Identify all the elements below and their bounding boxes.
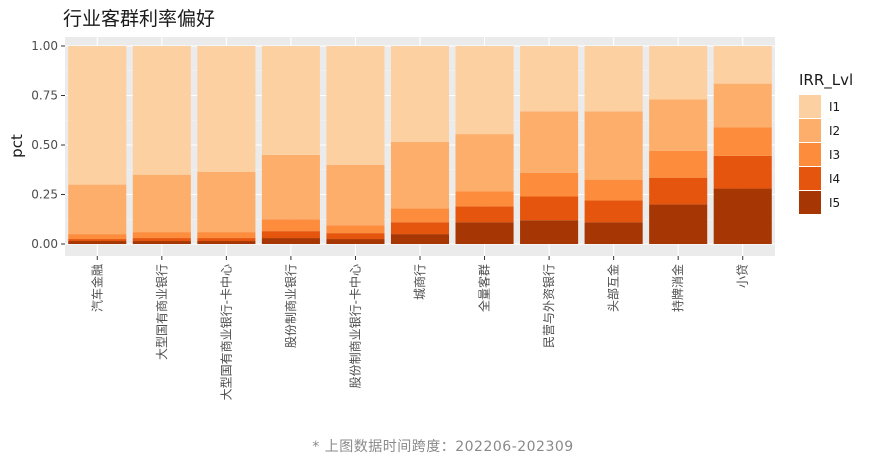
bars-group bbox=[68, 46, 772, 244]
bar-segment-i5 bbox=[132, 241, 191, 244]
bar-segment-i3 bbox=[520, 172, 579, 197]
bar-segment-i1 bbox=[584, 46, 643, 112]
x-tick-label: 民营与外资银行 bbox=[542, 264, 556, 348]
bar-segment-i1 bbox=[713, 46, 772, 84]
bar-segment-i1 bbox=[261, 46, 320, 155]
x-tick-label: 股份制商业银行 bbox=[283, 264, 298, 348]
y-tick-label: 0.75 bbox=[31, 89, 58, 103]
x-tick-label: 头部互金 bbox=[606, 264, 621, 312]
y-tick-label: 0.00 bbox=[31, 237, 58, 251]
footnote: * 上图数据时间跨度：202206-202309 bbox=[312, 439, 574, 455]
x-tick-label: 大型国有商业银行-卡中心 bbox=[218, 264, 233, 400]
x-tick-label: 全量客群 bbox=[477, 264, 492, 312]
bar-segment-i3 bbox=[261, 219, 320, 232]
x-axis: 汽车金融 大型国有商业银行 大型国有商业银行-卡中心 股份制商业银行 股份制商业银行-卡… bbox=[89, 256, 750, 400]
bar-segment-i4 bbox=[68, 239, 127, 242]
bar-segment-i4 bbox=[261, 231, 320, 239]
bar-segment-i1 bbox=[197, 46, 256, 172]
y-axis: 0.00 0.25 0.50 0.75 1.00 bbox=[31, 39, 65, 251]
bar-segment-i3 bbox=[197, 232, 256, 239]
bar-segment-i5 bbox=[326, 239, 385, 244]
bar-segment-i5 bbox=[197, 241, 256, 244]
bar-segment-i1 bbox=[390, 46, 450, 143]
legend-label: I3 bbox=[829, 148, 840, 162]
legend-key-i2 bbox=[799, 119, 821, 142]
legend-label: I5 bbox=[829, 196, 840, 210]
x-tick-label: 城商行 bbox=[412, 264, 427, 300]
x-tick-label: 汽车金融 bbox=[89, 264, 104, 312]
x-tick-label: 股份制商业银行-卡中心 bbox=[347, 264, 362, 388]
bar-segment-i5 bbox=[455, 222, 514, 244]
bar-segment-i1 bbox=[68, 46, 127, 185]
bar-segment-i1 bbox=[520, 46, 579, 112]
bar-segment-i4 bbox=[455, 206, 514, 223]
y-tick-label: 0.50 bbox=[31, 138, 58, 152]
bar-segment-i3 bbox=[326, 225, 385, 234]
bar-segment-i3 bbox=[584, 179, 643, 201]
legend-title: IRR_Lvl bbox=[799, 71, 853, 90]
bar-segment-i4 bbox=[649, 177, 708, 205]
bar-segment-i2 bbox=[713, 83, 772, 128]
legend-key-i5 bbox=[799, 191, 821, 214]
bar-segment-i3 bbox=[390, 208, 450, 223]
bar-segment-i3 bbox=[713, 127, 772, 156]
chart-title: 行业客群利率偏好 bbox=[63, 8, 215, 30]
x-tick-label: 大型国有商业银行 bbox=[154, 264, 169, 360]
legend-label: I4 bbox=[829, 172, 840, 186]
bar-segment-i2 bbox=[455, 134, 514, 192]
bar-segment-i1 bbox=[132, 46, 191, 175]
bar-segment-i1 bbox=[326, 46, 385, 165]
legend-key-i1 bbox=[799, 95, 821, 118]
bar-segment-i2 bbox=[261, 154, 320, 220]
legend-key-i4 bbox=[799, 167, 821, 190]
bar-segment-i2 bbox=[390, 142, 450, 209]
bar-segment-i2 bbox=[68, 184, 127, 235]
bar-segment-i5 bbox=[713, 188, 772, 244]
bar-segment-i2 bbox=[132, 174, 191, 233]
bar-segment-i2 bbox=[520, 111, 579, 173]
bar-segment-i3 bbox=[68, 234, 127, 240]
legend-label: I1 bbox=[829, 100, 840, 114]
bar-segment-i3 bbox=[649, 150, 708, 178]
bar-segment-i2 bbox=[584, 111, 643, 180]
y-tick-label: 1.00 bbox=[31, 39, 58, 53]
bar-segment-i4 bbox=[520, 196, 579, 221]
bar-segment-i4 bbox=[584, 200, 643, 223]
bar-segment-i2 bbox=[649, 99, 708, 151]
x-tick-label: 小贷 bbox=[736, 264, 750, 288]
bar-segment-i1 bbox=[455, 46, 514, 135]
bar-segment-i4 bbox=[326, 233, 385, 240]
y-tick-label: 0.25 bbox=[31, 188, 58, 202]
bar-segment-i4 bbox=[713, 155, 772, 189]
stacked-bar-chart: 行业客群利率偏好 0.00 0.25 0.50 0.75 1.00 汽车金融 大型国有商业… bbox=[8, 8, 853, 400]
legend-label: I2 bbox=[829, 124, 840, 138]
legend-key-i3 bbox=[799, 143, 821, 166]
bar-segment-i1 bbox=[649, 46, 708, 100]
bar-segment-i3 bbox=[132, 232, 191, 239]
legend: IRR_Lvl I1 I2 I3 I4 I5 bbox=[799, 71, 853, 214]
bar-segment-i5 bbox=[649, 204, 708, 244]
bar-segment-i4 bbox=[132, 238, 191, 242]
y-axis-label: pct bbox=[8, 134, 26, 158]
bar-segment-i5 bbox=[584, 222, 643, 244]
bar-segment-i5 bbox=[520, 220, 579, 244]
bar-segment-i2 bbox=[326, 164, 385, 226]
bar-segment-i4 bbox=[390, 222, 450, 235]
x-tick-label: 持牌消金 bbox=[670, 264, 685, 312]
bar-segment-i5 bbox=[68, 241, 127, 244]
bar-segment-i4 bbox=[197, 238, 256, 242]
bar-segment-i5 bbox=[261, 238, 320, 244]
bar-segment-i5 bbox=[390, 234, 450, 244]
bar-segment-i2 bbox=[197, 171, 256, 233]
bar-segment-i3 bbox=[455, 191, 514, 207]
